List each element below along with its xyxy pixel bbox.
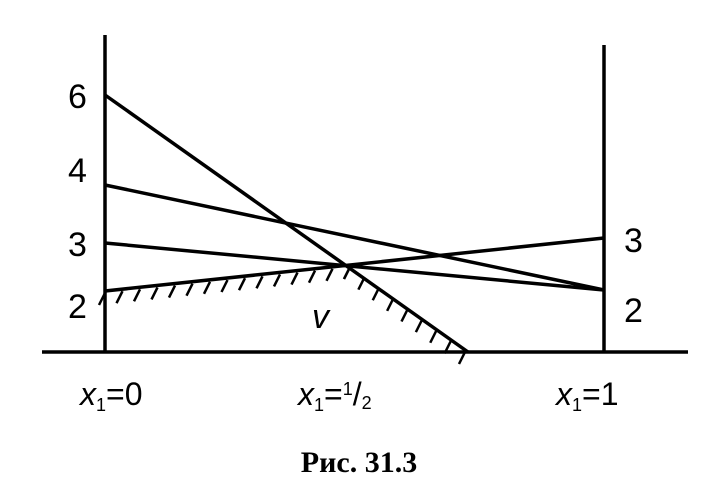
hatch-tick	[290, 272, 299, 286]
hatch-tick	[97, 292, 107, 306]
hatch-tick	[457, 351, 467, 365]
hatch-tick	[167, 285, 177, 299]
x-label: x1=1	[554, 376, 619, 415]
strategy-line	[104, 236, 605, 293]
hatch-tick	[272, 273, 282, 287]
hatch-tick	[386, 298, 395, 312]
hatch-tick	[185, 283, 194, 297]
x-label: x1=1/2	[296, 376, 372, 415]
hatch-tick	[237, 277, 247, 291]
hatch-tick	[429, 330, 438, 344]
hatch-tick	[325, 268, 334, 282]
hatch-tick	[414, 319, 423, 333]
region-label: v	[312, 298, 331, 336]
hatch-tick	[220, 279, 229, 293]
hatch-tick	[342, 266, 352, 280]
hatch-tick	[443, 340, 452, 354]
hatch-tick	[202, 281, 212, 295]
left-label: 3	[68, 226, 87, 264]
x-label: x1=0	[78, 376, 143, 415]
right-label: 2	[624, 292, 643, 330]
left-label: 6	[68, 78, 87, 116]
left-label: 4	[68, 152, 87, 190]
hatch-tick	[150, 286, 159, 300]
hatch-tick	[132, 288, 142, 302]
caption: Рис. 31.3	[301, 446, 417, 479]
hatch-tick	[371, 287, 380, 301]
hatching	[97, 266, 467, 365]
hatch-tick	[255, 275, 264, 289]
hatch-tick	[307, 270, 317, 284]
left-label: 2	[68, 288, 87, 326]
hatch-tick	[357, 277, 366, 291]
hatch-tick	[115, 290, 124, 304]
right-label: 3	[624, 222, 643, 260]
strategy-line	[104, 183, 605, 292]
strategy-line	[104, 241, 605, 292]
hatch-tick	[400, 308, 409, 323]
